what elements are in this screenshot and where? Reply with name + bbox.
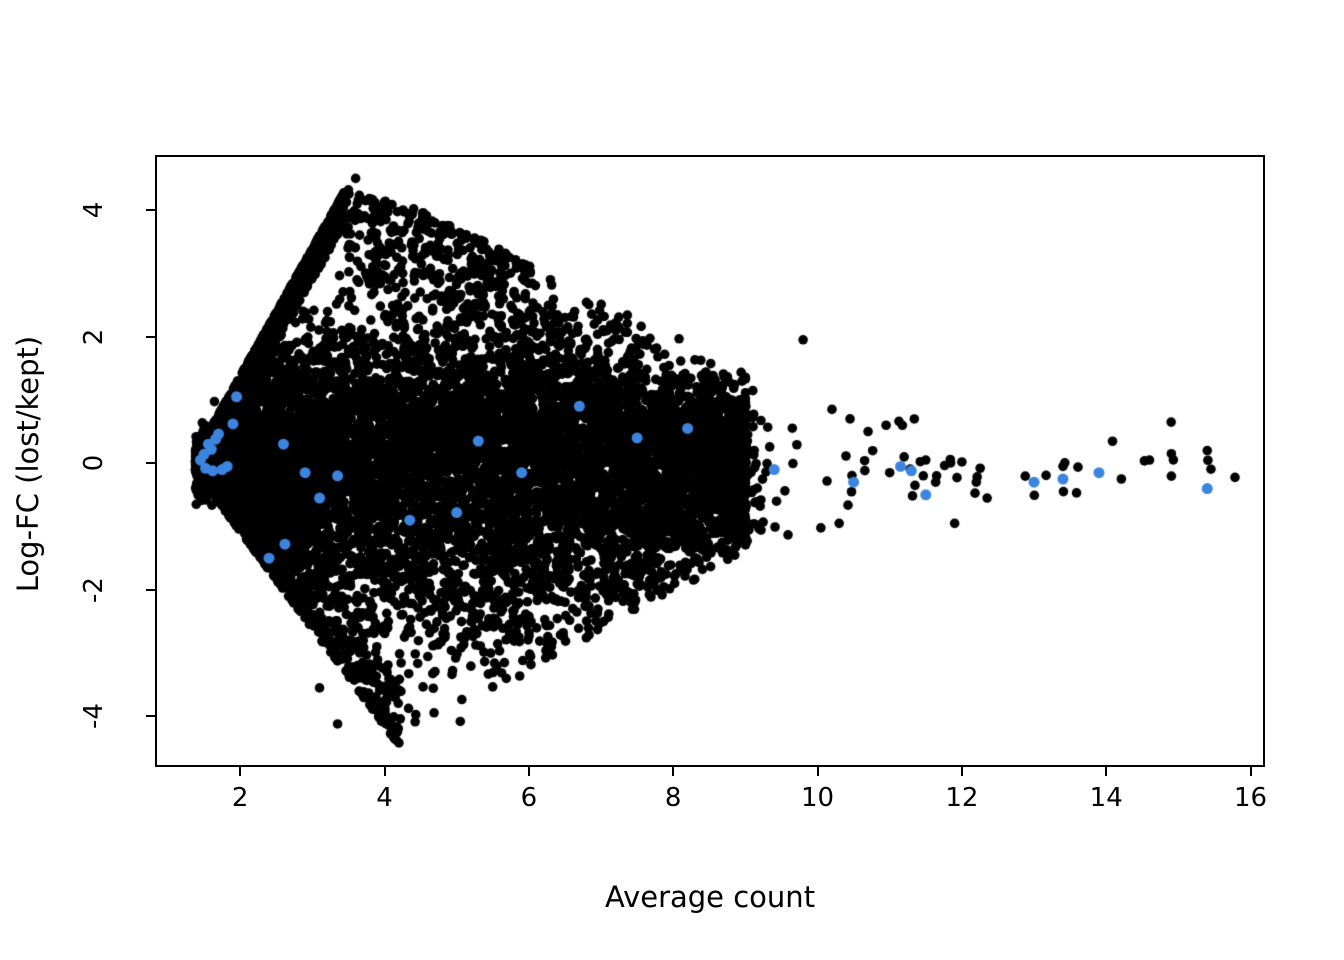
x-tick-label: 2 [231,783,249,813]
y-tick-label: 0 [79,454,109,472]
y-tick-mark [146,715,155,718]
y-tick-mark [146,209,155,212]
x-tick-mark [1105,767,1108,776]
y-tick-mark [146,335,155,338]
y-tick-label: -2 [79,576,109,603]
y-tick-mark [146,588,155,591]
y-tick-label: 2 [79,328,109,345]
x-tick-label: 8 [664,783,682,813]
x-tick-mark [527,767,530,776]
x-tick-label: 6 [520,783,538,813]
x-tick-label: 12 [945,783,979,813]
x-tick-mark [1249,767,1252,776]
x-tick-label: 4 [376,783,393,813]
x-tick-mark [816,767,819,776]
x-tick-mark [239,767,242,776]
y-tick-label: 4 [79,201,109,219]
y-axis-label: Log-FC (lost/kept) [11,335,45,593]
x-tick-label: 16 [1234,783,1268,813]
x-tick-label: 14 [1089,783,1123,813]
x-axis-label: Average count [604,880,816,914]
y-tick-mark [146,462,155,465]
y-tick-label: -4 [79,703,109,730]
x-tick-mark [383,767,386,776]
x-tick-label: 10 [800,783,835,813]
x-tick-mark [960,767,963,776]
x-tick-mark [672,767,675,776]
